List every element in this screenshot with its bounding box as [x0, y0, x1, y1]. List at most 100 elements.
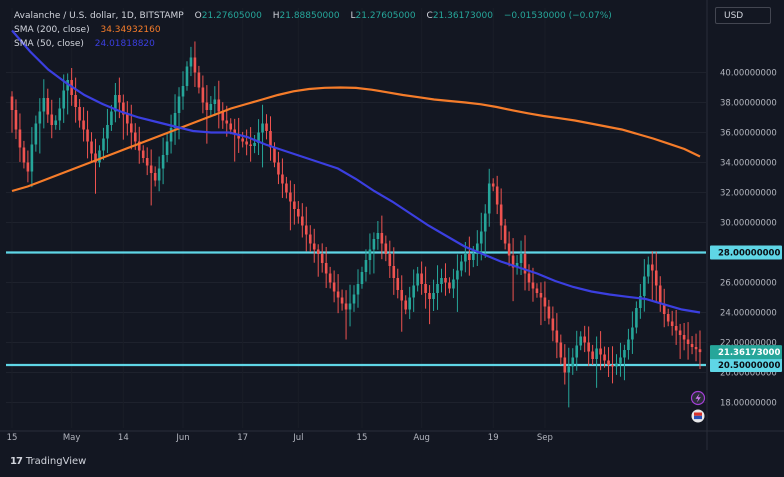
- candle-body: [384, 243, 388, 254]
- candle-body: [694, 347, 698, 350]
- candle-body: [209, 104, 213, 110]
- candle-body: [78, 107, 81, 121]
- candle-body: [547, 306, 551, 319]
- candle-body: [145, 158, 149, 166]
- y-tick-label: 24.00000000: [720, 309, 777, 319]
- candle-body: [575, 345, 579, 358]
- candle-body: [416, 273, 419, 286]
- candle-body: [468, 254, 471, 260]
- time-axis[interactable]: 15 May 14 Jun 17 Jul 15 Aug 19 Sep: [0, 430, 784, 443]
- candle-body: [14, 110, 18, 130]
- tradingview-branding[interactable]: 17 TradingView: [10, 456, 86, 467]
- candle-body: [643, 276, 646, 296]
- candle-body: [289, 192, 292, 202]
- candle-body: [623, 350, 626, 358]
- candle-body: [479, 231, 483, 244]
- y-tick-label: 38.00000000: [720, 99, 777, 109]
- lightning-icon[interactable]: [690, 390, 706, 406]
- candle-body: [66, 80, 69, 91]
- x-tick-label: 19: [488, 433, 499, 443]
- candle-body: [543, 297, 547, 307]
- candle-body: [364, 260, 368, 272]
- y-tick-label: 34.00000000: [720, 159, 777, 169]
- candle-body: [647, 264, 650, 277]
- candle-body: [98, 150, 101, 163]
- candle-body: [249, 144, 252, 146]
- candle-body: [102, 138, 105, 151]
- candle-body: [670, 321, 674, 326]
- candle-body: [571, 357, 575, 367]
- ohlc-change: −0.01530000 (−0.07%): [503, 11, 612, 21]
- candle-body: [293, 201, 296, 209]
- candle-body: [527, 273, 531, 283]
- candle-body: [452, 279, 455, 289]
- currency-selector[interactable]: USD: [715, 7, 771, 24]
- x-tick-label: 15: [357, 433, 368, 443]
- candle-body: [424, 284, 427, 293]
- price-axis[interactable]: 18.00000000 20.00000000 22.00000000 24.0000…: [706, 0, 777, 450]
- candle-body: [400, 290, 404, 301]
- candle-body: [94, 153, 97, 163]
- candle-body: [639, 296, 642, 308]
- ohlc-low: 21.27605000: [355, 11, 416, 21]
- candle-body: [328, 273, 332, 283]
- candle-body: [177, 96, 181, 113]
- candle-body: [678, 330, 682, 335]
- candle-body: [189, 57, 193, 67]
- candle-body: [551, 318, 555, 331]
- brand-name: TradingView: [25, 456, 87, 467]
- economic-event-flag-icon[interactable]: [691, 409, 705, 423]
- candle-body: [269, 131, 272, 148]
- candle-body: [157, 168, 161, 181]
- candle-body: [10, 96, 14, 110]
- candle-body: [126, 114, 129, 124]
- candle-body: [388, 254, 392, 266]
- candle-body: [30, 144, 34, 172]
- candle-body: [523, 254, 527, 274]
- candle-body: [690, 344, 694, 347]
- candle-body: [34, 123, 38, 145]
- x-tick-label: May: [63, 433, 81, 443]
- x-tick-label: Aug: [413, 433, 430, 443]
- candle-body: [253, 143, 256, 146]
- candle-body: [420, 273, 423, 284]
- candle-body: [555, 330, 559, 343]
- candle-body: [611, 365, 614, 367]
- candle-body: [654, 270, 658, 286]
- legend-sma50-row[interactable]: SMA (50, close) 24.01818820: [14, 37, 612, 51]
- candle-body: [507, 243, 511, 256]
- ohlc-high: 21.88850000: [279, 11, 340, 21]
- candle-body: [372, 239, 376, 250]
- x-tick-label: 14: [118, 433, 129, 443]
- level-price-tag-bg: [710, 358, 782, 372]
- y-tick-label: 40.00000000: [720, 69, 777, 79]
- price-tags: 28.00000000 20.50000000 21.36173000: [710, 245, 782, 372]
- candle-body: [535, 288, 539, 293]
- candle-body: [308, 234, 312, 244]
- level-price-tag: 20.50000000: [718, 361, 780, 371]
- candle-body: [46, 98, 50, 115]
- y-tick-label: 36.00000000: [720, 129, 777, 139]
- candle-body: [563, 357, 567, 373]
- legend-sma200-row[interactable]: SMA (200, close) 34.34932160: [14, 23, 612, 37]
- candle-body: [169, 128, 173, 142]
- candle-body: [686, 339, 690, 344]
- candle-body: [404, 300, 408, 310]
- symbol-title: Avalanche / U.S. dollar, 1D, BITSTAMP: [14, 11, 184, 21]
- candle-body: [261, 123, 264, 133]
- candle-body: [304, 225, 308, 235]
- candle-body: [499, 204, 503, 226]
- candle-body: [432, 293, 435, 299]
- candle-body: [54, 120, 58, 125]
- candle-body: [241, 138, 244, 142]
- candle-body: [360, 272, 364, 284]
- candle-body: [26, 162, 30, 172]
- candle-body: [559, 342, 563, 358]
- y-tick-label: 20.00000000: [720, 369, 777, 379]
- candle-body: [607, 360, 610, 365]
- x-tick-label: Sep: [537, 433, 553, 443]
- candle-body: [281, 174, 284, 184]
- ohlc-open: 21.27605000: [201, 11, 262, 21]
